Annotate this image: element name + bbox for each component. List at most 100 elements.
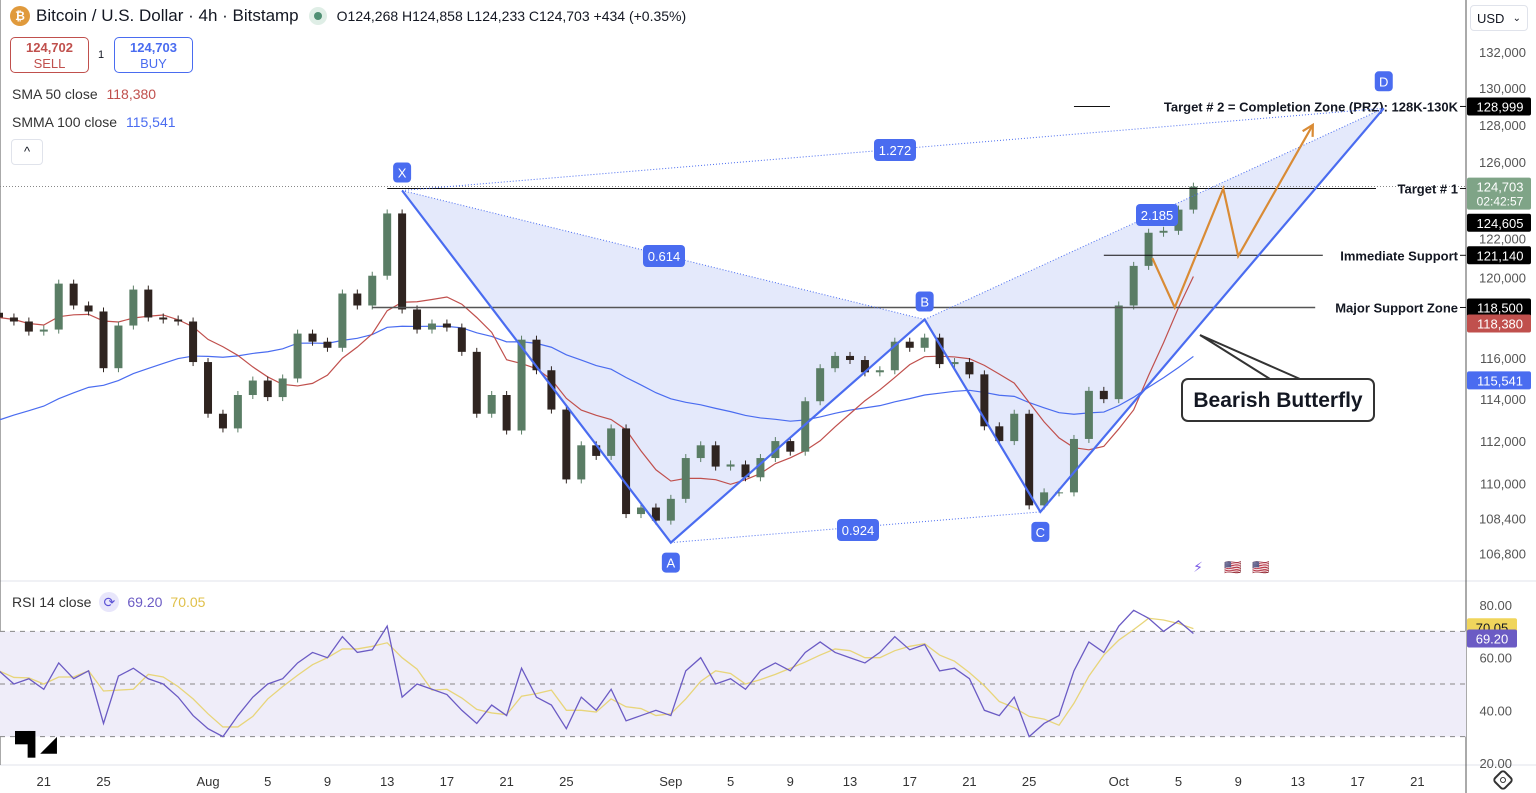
- candle: [174, 319, 183, 322]
- time-tick: 25: [96, 774, 110, 789]
- countdown-label: 02:42:57: [1477, 195, 1524, 209]
- projection-path: [1151, 124, 1314, 311]
- candle: [368, 275, 377, 306]
- candle: [607, 428, 616, 456]
- sell-button[interactable]: 124,702 SELL: [10, 37, 89, 73]
- candle: [786, 441, 795, 452]
- candle: [696, 445, 705, 459]
- callout-pointer: [1199, 334, 1301, 380]
- time-tick: Sep: [659, 774, 682, 789]
- time-tick: Aug: [196, 774, 219, 789]
- level-label: Target # 2 = Completion Zone (PRZ): 128K…: [1164, 99, 1459, 114]
- rsi-legend[interactable]: RSI 14 close ⟳ 69.20 70.05: [12, 592, 205, 612]
- ratio-label: 1.272: [879, 143, 912, 158]
- candle: [99, 311, 108, 369]
- lightning-icon[interactable]: ⚡: [1193, 559, 1203, 575]
- collapse-legend-button[interactable]: ^: [11, 139, 43, 165]
- candle: [218, 413, 227, 429]
- candle: [189, 321, 198, 363]
- candle: [890, 341, 899, 371]
- candle: [159, 317, 168, 320]
- buy-button[interactable]: 124,703 BUY: [114, 37, 193, 73]
- smma-legend[interactable]: SMMA 100 close 115,541: [12, 114, 176, 130]
- time-tick: 25: [559, 774, 573, 789]
- candle: [308, 333, 317, 342]
- chevron-down-icon: ⌄: [1512, 13, 1521, 24]
- candle: [741, 464, 750, 478]
- level-label: Major Support Zone: [1335, 300, 1458, 315]
- candle: [1189, 186, 1198, 210]
- candle: [965, 362, 974, 375]
- candle: [801, 401, 810, 452]
- time-tick: 5: [264, 774, 271, 789]
- candle: [442, 323, 451, 328]
- us-flag-icon[interactable]: 🇺🇸: [1252, 559, 1270, 575]
- candle: [666, 498, 675, 521]
- candle: [1174, 209, 1183, 231]
- time-tick: 21: [962, 774, 976, 789]
- candle: [233, 395, 242, 429]
- candle: [383, 213, 392, 276]
- candle: [39, 329, 48, 332]
- buy-price: 124,703: [130, 40, 177, 55]
- rsi-ma-line: [0, 617, 1194, 728]
- candle: [577, 445, 586, 480]
- currency-select[interactable]: USD ⌄: [1470, 5, 1528, 31]
- sma-legend[interactable]: SMA 50 close 118,380: [12, 86, 156, 102]
- price-label-box: [1467, 298, 1531, 317]
- candle: [1114, 305, 1123, 400]
- time-tick: 17: [1350, 774, 1364, 789]
- price-label: 128,999: [1477, 99, 1524, 114]
- time-tick: 13: [1291, 774, 1305, 789]
- symbol-legend: ₿ Bitcoin / U.S. Dollar · 4h · Bitstamp …: [10, 6, 686, 26]
- candle: [860, 360, 869, 373]
- sell-label: SELL: [33, 56, 66, 71]
- candle: [1069, 438, 1078, 493]
- price-label: 124,605: [1477, 216, 1524, 231]
- time-tick: 9: [1235, 774, 1242, 789]
- candle: [651, 507, 660, 521]
- rsi-label: RSI 14 close: [12, 594, 92, 610]
- time-tick: 13: [843, 774, 857, 789]
- pattern-point-badge: [393, 162, 412, 183]
- smma-label: SMMA 100 close: [12, 114, 118, 130]
- candle: [756, 458, 765, 478]
- candle: [204, 362, 213, 414]
- buy-label: BUY: [140, 56, 167, 71]
- price-tick: 112,000: [1480, 434, 1526, 449]
- price-label-box: [1467, 246, 1531, 265]
- candle: [263, 380, 272, 398]
- rsi-value: 69.20: [127, 594, 163, 610]
- price-label-box: [1467, 177, 1531, 210]
- candle: [935, 337, 944, 365]
- price-label: 118,380: [1477, 317, 1523, 332]
- candle: [711, 445, 720, 467]
- pattern-point-label: B: [920, 295, 929, 310]
- candle: [950, 362, 959, 365]
- candle: [323, 341, 332, 348]
- symbol-title[interactable]: Bitcoin / U.S. Dollar · 4h · Bitstamp: [36, 6, 299, 25]
- us-flag-icon[interactable]: 🇺🇸: [1224, 559, 1242, 575]
- candle: [905, 341, 914, 348]
- price-tick: 114,000: [1480, 392, 1526, 407]
- level-label: Immediate Support: [1340, 248, 1458, 263]
- candle: [995, 426, 1004, 442]
- tradingview-logo[interactable]: ▀▌◢: [15, 731, 57, 756]
- candle: [1129, 265, 1138, 306]
- pattern-fill-bcd: [924, 108, 1384, 512]
- price-tick: 120,000: [1479, 271, 1526, 286]
- candle: [875, 370, 884, 373]
- ratio-label: 2.185: [1141, 208, 1174, 223]
- pattern-point-label: X: [398, 166, 407, 181]
- candle: [24, 321, 33, 332]
- refresh-icon[interactable]: ⟳: [99, 592, 120, 612]
- price-label: 115,541: [1477, 373, 1523, 388]
- rsi-ma-value: 70.05: [170, 594, 206, 610]
- candle: [457, 327, 466, 352]
- candle: [532, 339, 541, 371]
- candle: [0, 312, 3, 318]
- candle: [338, 293, 347, 348]
- price-tick: 106,800: [1479, 547, 1526, 562]
- rsi-label-box: [1467, 629, 1517, 648]
